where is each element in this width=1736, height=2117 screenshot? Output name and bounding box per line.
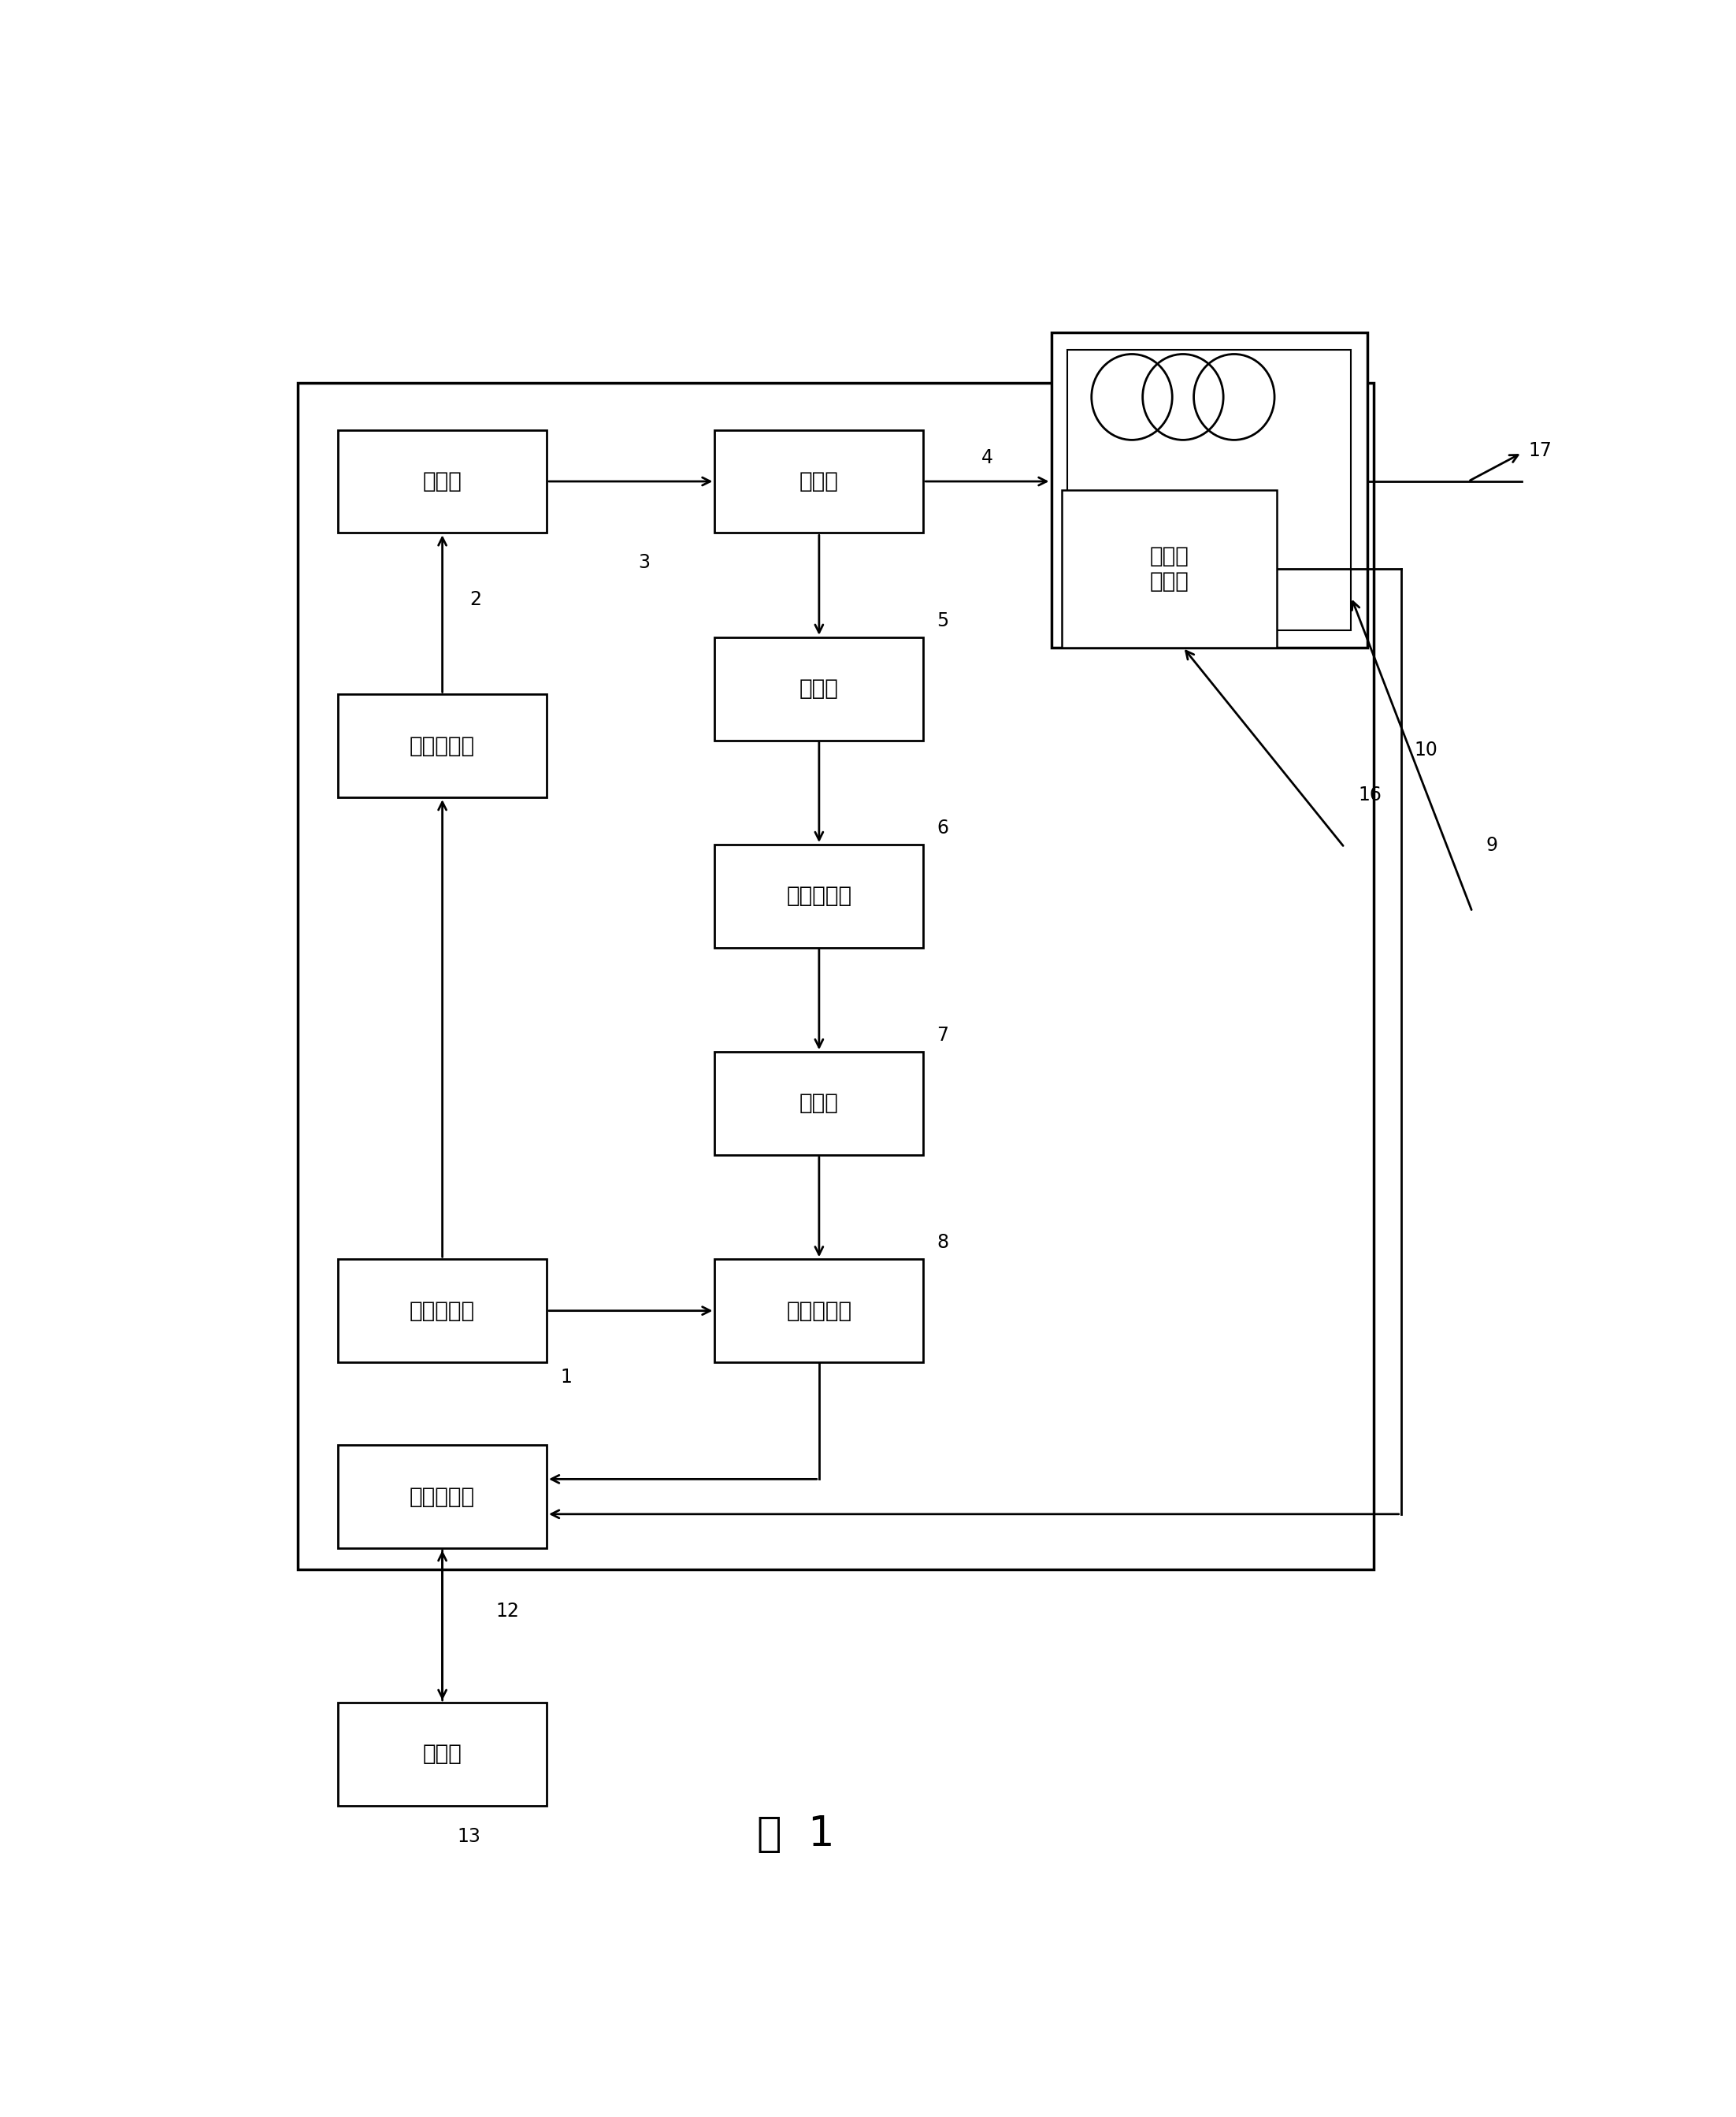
Bar: [339, 1446, 547, 1548]
Text: 光电探测器: 光电探测器: [786, 885, 852, 906]
Text: 放大器: 放大器: [799, 1092, 838, 1114]
Text: 数据处理器: 数据处理器: [410, 1486, 476, 1507]
Text: 6: 6: [937, 819, 948, 838]
Text: 17: 17: [1529, 440, 1552, 459]
Text: 16: 16: [1358, 785, 1382, 804]
Bar: [339, 694, 547, 798]
Text: 同步控制器: 同步控制器: [410, 1300, 476, 1321]
Bar: [715, 637, 924, 741]
Bar: [1062, 489, 1278, 648]
Text: 1: 1: [561, 1368, 571, 1387]
Text: 计算机: 计算机: [422, 1742, 462, 1766]
Bar: [1052, 332, 1368, 648]
Text: 2: 2: [469, 591, 481, 610]
Text: 4: 4: [981, 449, 993, 468]
Bar: [299, 383, 1375, 1569]
Text: 激光驱动器: 激光驱动器: [410, 735, 476, 758]
Bar: [339, 1702, 547, 1806]
Text: 5: 5: [937, 612, 950, 631]
Text: 图  1: 图 1: [757, 1814, 835, 1854]
Bar: [715, 430, 924, 533]
Text: 耦合器: 耦合器: [799, 470, 838, 493]
Text: 3: 3: [639, 553, 649, 572]
Bar: [339, 1260, 547, 1361]
Bar: [715, 1052, 924, 1156]
Bar: [339, 430, 547, 533]
Text: 数据采集器: 数据采集器: [786, 1300, 852, 1321]
Text: 9: 9: [1486, 836, 1498, 855]
Bar: [1068, 349, 1351, 631]
Text: 滤光器: 滤光器: [799, 677, 838, 701]
Text: 8: 8: [937, 1234, 948, 1251]
Text: 激光器: 激光器: [422, 470, 462, 493]
Text: 13: 13: [458, 1827, 481, 1846]
Bar: [715, 1260, 924, 1361]
Text: 7: 7: [937, 1027, 948, 1046]
Bar: [715, 845, 924, 948]
Text: 12: 12: [496, 1603, 519, 1620]
Text: 温度控
制模块: 温度控 制模块: [1149, 544, 1189, 593]
Text: 10: 10: [1415, 741, 1437, 760]
